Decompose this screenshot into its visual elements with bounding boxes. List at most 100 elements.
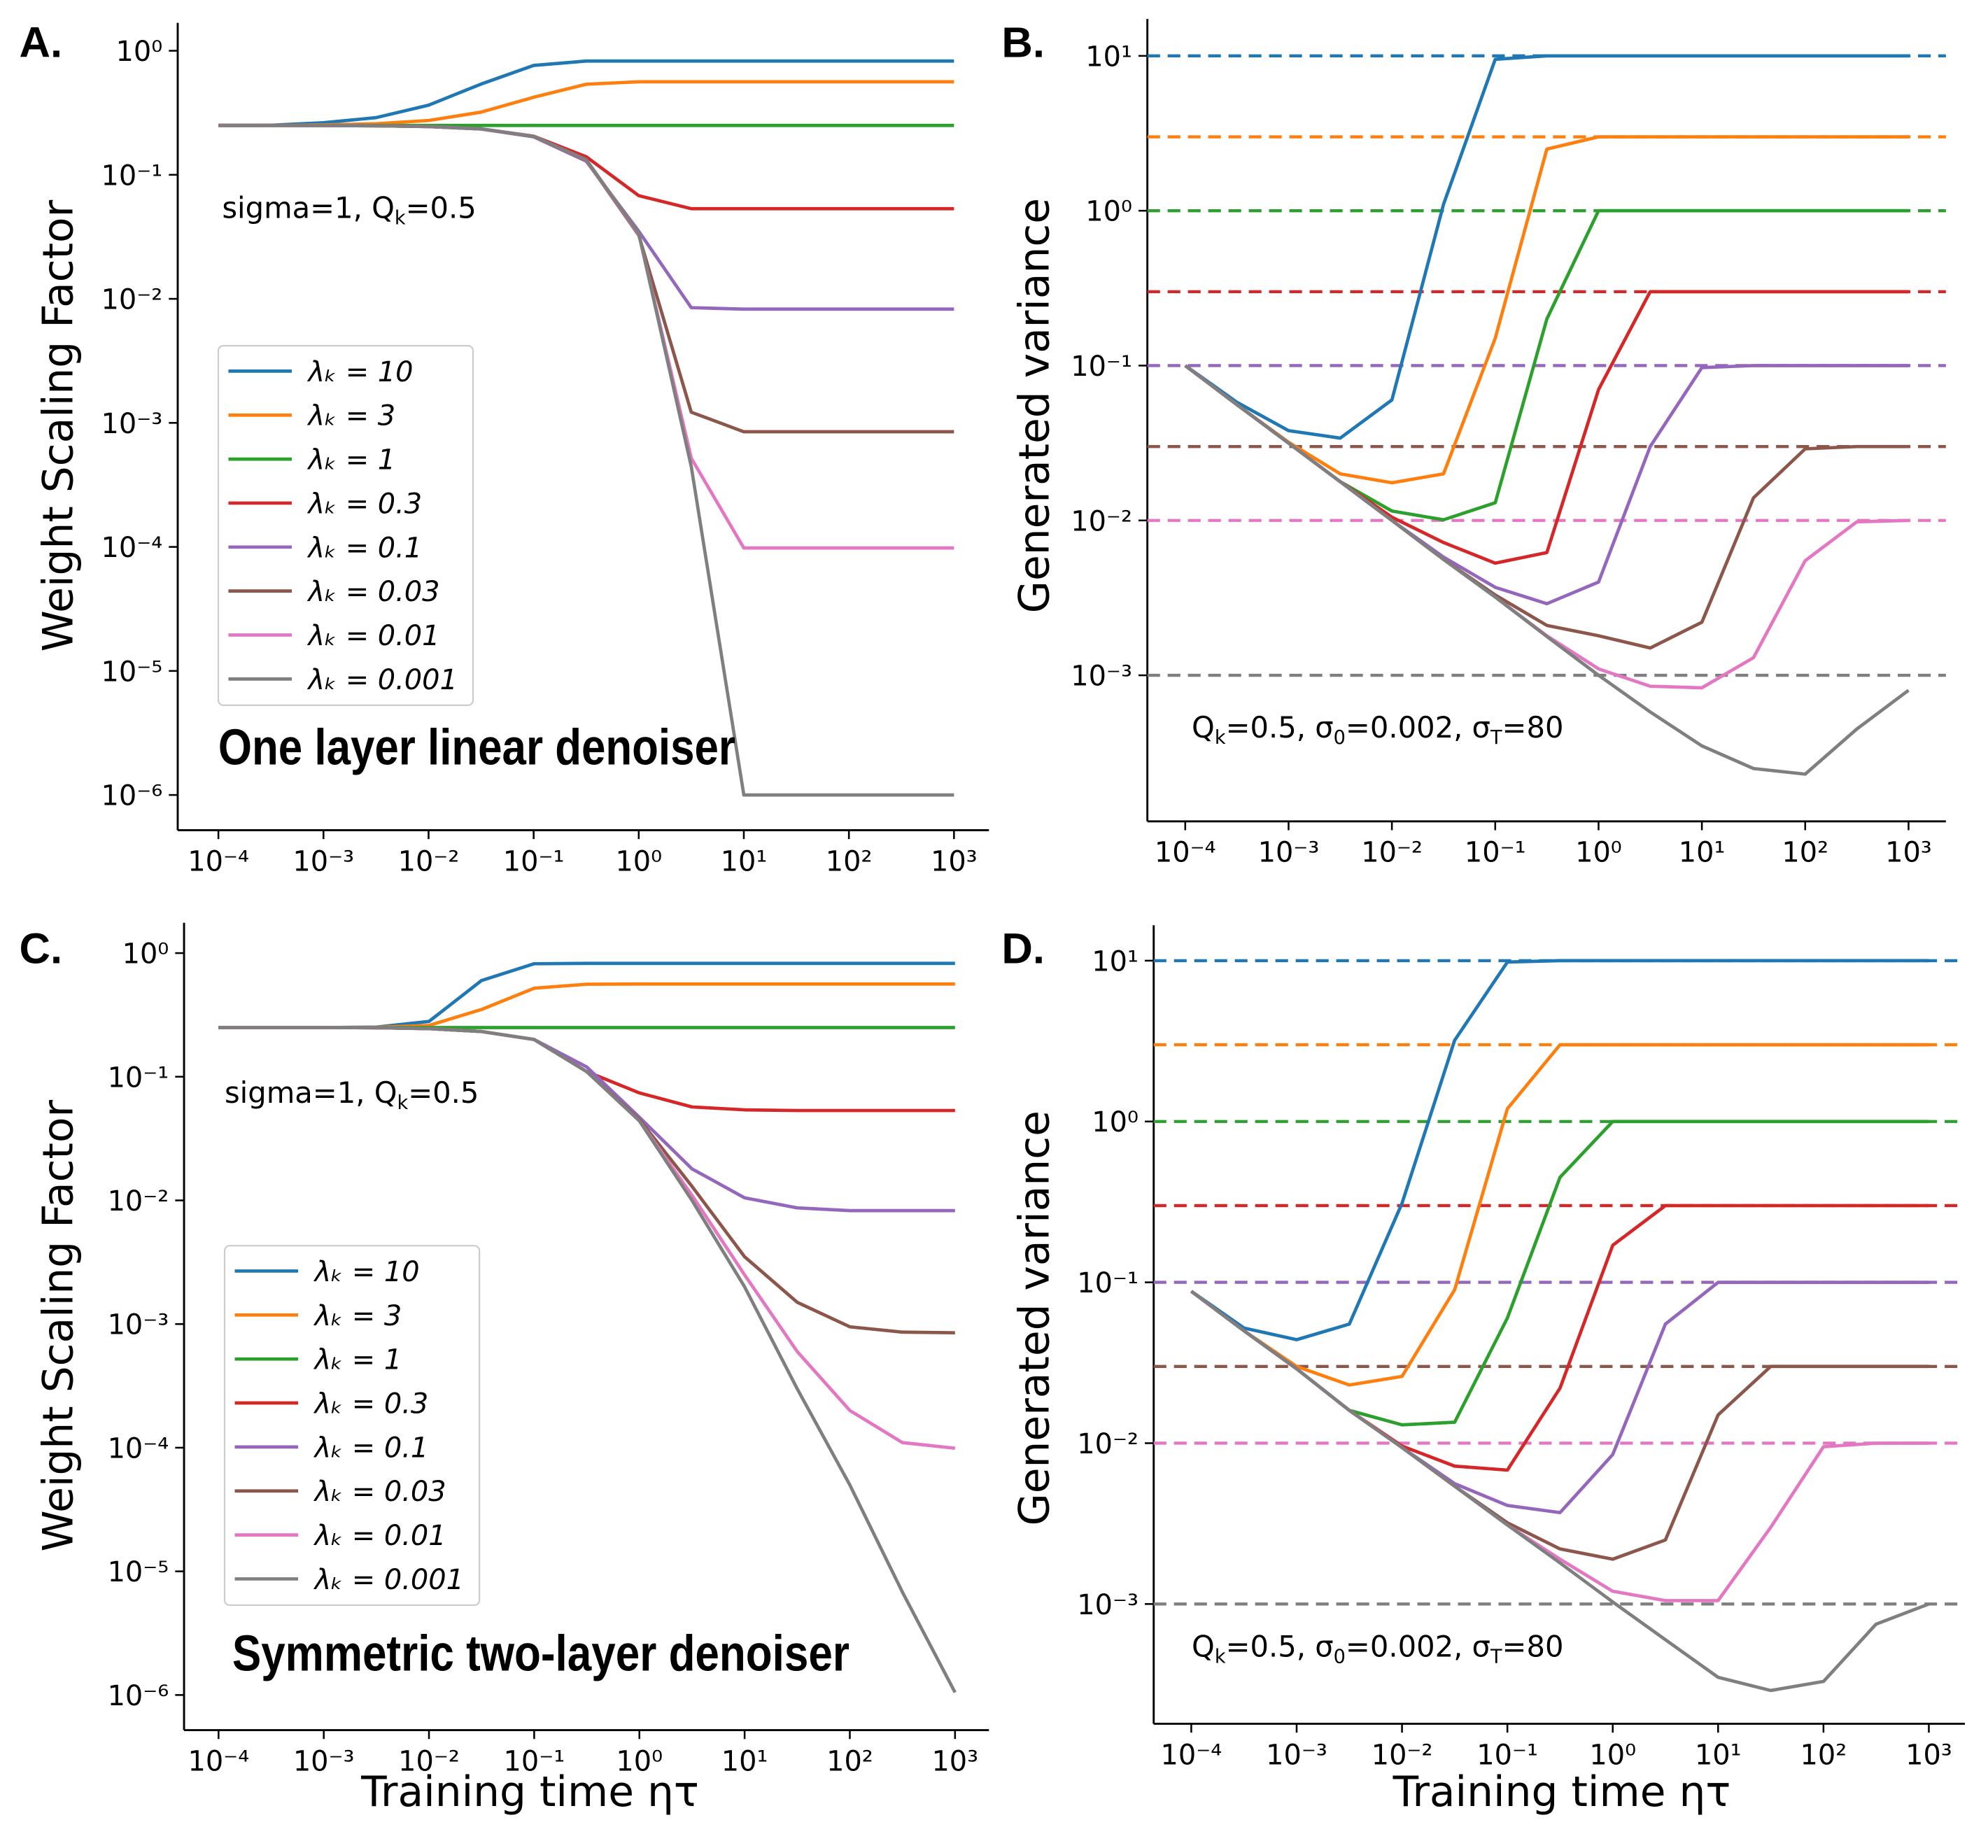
series-line [1184, 54, 1909, 440]
x-tick-label: 10⁰ [615, 845, 662, 877]
subscript: T [1490, 1646, 1502, 1668]
legend-label: λₖ = 0.03 [307, 576, 440, 608]
annotation-text: =0.002, σ [1346, 1629, 1490, 1663]
y-tick-label: 10⁻² [1071, 505, 1132, 537]
legend-label: λₖ = 0.1 [313, 1432, 429, 1464]
y-tick-label: 10⁰ [116, 36, 163, 68]
y-tick-label: 10⁻³ [101, 408, 163, 440]
x-tick-label: 10¹ [721, 1746, 768, 1778]
legend-label: λₖ = 0.03 [313, 1476, 446, 1508]
x-tick-label: 10⁻⁴ [188, 845, 249, 877]
legend-box [223, 1245, 481, 1607]
x-tick-label: 10⁻³ [292, 845, 354, 877]
x-tick-label: 10³ [931, 845, 978, 877]
annotation-text: =0.5, σ [1226, 1629, 1334, 1663]
annotation: sigma=1, Qk=0.5 [222, 191, 476, 230]
x-axis-label: Training time ητ [360, 1768, 699, 1817]
subscript: k [397, 1092, 409, 1114]
panel: 10⁻⁴ 10⁻³ 10⁻² 10⁻¹ 10⁰ 10¹ 10² 10³ 10¹ 10⁰ 10⁻¹ 10… [1001, 19, 1946, 869]
y-axis-label: Generated variance [1010, 1110, 1059, 1525]
series-line [218, 80, 954, 127]
panel-label: D. [1001, 925, 1045, 973]
legend-label: λₖ = 0.1 [307, 532, 423, 564]
panel-label: A. [20, 19, 63, 67]
series-line [1184, 364, 1910, 776]
y-axis-label: Weight Scaling Factor [35, 1099, 83, 1551]
x-tick-label: 10⁰ [1575, 837, 1622, 869]
subscript: k [1215, 1646, 1226, 1668]
series-line [1190, 1120, 1929, 1427]
x-tick-label: 10³ [931, 1746, 978, 1778]
x-tick-label: 10¹ [1695, 1739, 1742, 1771]
annotation: Qk=0.5, σ0=0.002, σT=80 [1192, 710, 1563, 749]
x-tick-label: 10² [1800, 1739, 1847, 1771]
legend: λₖ = 10 λₖ = 3 λₖ = 1 λₖ = 0.3 λₖ = 0.1 λₖ = … [217, 345, 474, 706]
title: Symmetric two-layer denoiser [232, 1625, 850, 1681]
x-tick-label: 10⁻¹ [504, 1746, 565, 1778]
subscript: 0 [1334, 727, 1346, 749]
x-tick-label: 10⁻¹ [503, 845, 565, 877]
series-line [1184, 364, 1909, 690]
annotation-text: =0.002, σ [1346, 710, 1490, 745]
annotation-text: Q [1192, 710, 1215, 745]
x-tick-label: 10⁻⁴ [188, 1746, 249, 1778]
legend-label: λₖ = 10 [307, 356, 414, 388]
annotation-text: sigma=1, Q [225, 1075, 397, 1110]
x-tick-label: 10⁻³ [1258, 837, 1320, 869]
panel: 10⁻⁴ 10⁻³ 10⁻² 10⁻¹ 10⁰ 10¹ 10² 10³ 10¹ 10⁰ 10⁻¹ 10… [1001, 925, 1966, 1817]
annotation: sigma=1, Qk=0.5 [225, 1075, 479, 1114]
x-tick-label: 10⁻⁴ [1155, 837, 1216, 869]
series-line [218, 961, 955, 1029]
legend-label: λₖ = 0.3 [307, 488, 423, 520]
legend-label: λₖ = 1 [307, 444, 396, 477]
annotation-text: =0.5 [406, 191, 477, 225]
y-tick-label: 10⁰ [1085, 196, 1132, 228]
y-tick-label: 10⁻⁴ [101, 532, 163, 564]
y-tick-label: 10⁰ [1092, 1106, 1138, 1138]
legend-label: λₖ = 0.001 [313, 1564, 464, 1596]
x-tick-label: 10² [826, 845, 873, 877]
x-tick-label: 10⁻⁴ [1161, 1739, 1222, 1771]
y-tick-label: 10⁻¹ [101, 160, 163, 192]
y-tick-label: 10⁻⁵ [101, 656, 163, 688]
panel-label: B. [1001, 19, 1045, 67]
panel-label: C. [20, 925, 63, 973]
x-tick-label: 10⁻² [1361, 837, 1423, 869]
x-tick-label: 10⁰ [616, 1746, 663, 1778]
legend-label: λₖ = 3 [307, 400, 396, 432]
series-line [1190, 1043, 1929, 1387]
x-tick-label: 10⁰ [1589, 1739, 1636, 1771]
x-tick-label: 10⁻¹ [1476, 1739, 1538, 1771]
x-tick-label: 10¹ [1679, 837, 1726, 869]
subscript: T [1490, 727, 1502, 749]
y-tick-label: 10¹ [1092, 945, 1138, 978]
series-line [1184, 364, 1909, 650]
x-tick-label: 10³ [1905, 1739, 1952, 1771]
series-line [218, 1026, 955, 1213]
y-tick-label: 10⁻¹ [1077, 1267, 1138, 1299]
series-line [1190, 959, 1929, 1341]
annotation-text: sigma=1, Q [222, 191, 395, 225]
x-tick-label: 10¹ [721, 845, 768, 877]
x-tick-label: 10⁻¹ [1465, 837, 1526, 869]
y-axis-label: Generated variance [1010, 198, 1059, 613]
y-tick-label: 10⁻¹ [108, 1061, 169, 1094]
subscript: k [395, 208, 406, 230]
x-tick-label: 10² [1782, 837, 1828, 869]
annotation-text: =80 [1502, 710, 1564, 745]
x-tick-label: 10⁻² [398, 1746, 460, 1778]
y-tick-label: 10⁻² [1077, 1428, 1138, 1460]
series-line [218, 59, 954, 127]
series-line [1184, 290, 1909, 565]
x-tick-label: 10² [826, 1746, 873, 1778]
y-tick-label: 10¹ [1085, 41, 1132, 73]
panel: 10⁻⁴ 10⁻³ 10⁻² 10⁻¹ 10⁰ 10¹ 10² 10³ 10⁰ 10⁻¹ 10⁻² 1… [20, 19, 989, 877]
series-line [1190, 1281, 1929, 1515]
y-tick-label: 10⁻² [108, 1185, 169, 1218]
x-tick-label: 10⁻² [398, 845, 460, 877]
x-axis-label: Training time ητ [1393, 1768, 1731, 1817]
annotation-text: Q [1192, 1629, 1215, 1663]
subscript: 0 [1334, 1646, 1346, 1668]
series-line [1184, 135, 1909, 485]
